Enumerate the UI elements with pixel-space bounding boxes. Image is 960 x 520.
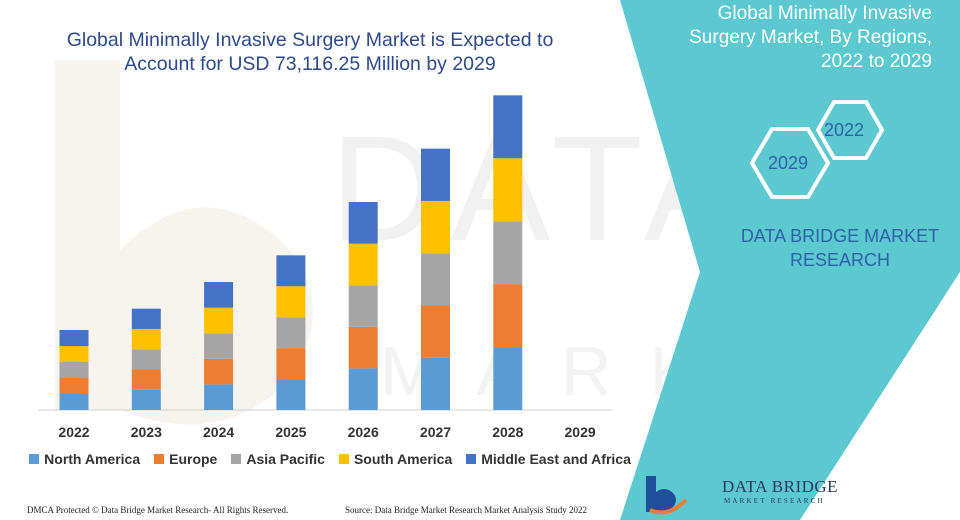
legend-label: Asia Pacific bbox=[246, 451, 325, 467]
hex-2022-label: 2022 bbox=[824, 120, 865, 140]
chart-title: Global Minimally Invasive Surgery Market… bbox=[40, 28, 580, 76]
bar-segment bbox=[131, 349, 161, 370]
bar-segment bbox=[131, 328, 161, 350]
x-tick-label: 2029 bbox=[565, 424, 596, 440]
brand-text-line: RESEARCH bbox=[789, 250, 891, 270]
bar-segment bbox=[276, 379, 306, 410]
x-tick-label: 2027 bbox=[420, 424, 451, 440]
legend-item: Middle East and Africa bbox=[466, 451, 631, 467]
data-bridge-logo-icon bbox=[646, 476, 688, 515]
bar-segment bbox=[204, 333, 234, 359]
bar-segment bbox=[59, 362, 89, 378]
bar-segment bbox=[204, 282, 234, 308]
bar-segment bbox=[276, 317, 306, 349]
bar-segment bbox=[493, 221, 523, 285]
legend-item: Europe bbox=[154, 451, 217, 467]
bar-segment bbox=[421, 200, 450, 254]
legend-item: South America bbox=[338, 451, 453, 467]
legend-swatch bbox=[231, 454, 242, 464]
bar-segment bbox=[204, 307, 234, 334]
bar-segment bbox=[348, 243, 378, 286]
footer-copyright: DMCA Protected © Data Bridge Market Rese… bbox=[27, 505, 289, 515]
panel-title: Global Minimally Invasive Surgery Market… bbox=[672, 2, 932, 74]
brand-text-line: DATA BRIDGE MARKET bbox=[740, 226, 940, 246]
bar-segment bbox=[348, 368, 378, 410]
bar-segment bbox=[421, 357, 450, 410]
bar-segment bbox=[493, 347, 523, 410]
bar-segment bbox=[348, 285, 378, 327]
legend-swatch bbox=[466, 454, 477, 464]
x-tick-label: 2026 bbox=[348, 424, 379, 440]
bar-segment bbox=[59, 394, 89, 410]
chart-title-line: Global Minimally Invasive Surgery Market… bbox=[66, 29, 554, 51]
legend-label: North America bbox=[44, 451, 141, 467]
legend-label: South America bbox=[353, 451, 453, 467]
bar-segment bbox=[348, 202, 378, 244]
legend-label: Europe bbox=[169, 451, 218, 467]
bar-segment bbox=[276, 255, 306, 287]
chart-legend: North America Europe Asia Pacific South Ame… bbox=[29, 451, 631, 467]
legend-swatch bbox=[338, 454, 349, 464]
panel-title-line: Global Minimally Invasive bbox=[717, 3, 932, 24]
bar-segment bbox=[493, 158, 523, 222]
x-tick-label: 2024 bbox=[203, 424, 234, 440]
x-tick-label: 2028 bbox=[492, 424, 523, 440]
panel-title-line: 2022 to 2029 bbox=[821, 51, 932, 72]
bar-segment bbox=[348, 326, 378, 369]
bar-segment bbox=[421, 253, 450, 306]
panel-title-line: Surgery Market, By Regions, bbox=[689, 27, 932, 48]
bar-segment bbox=[131, 308, 161, 329]
legend-item: North America bbox=[29, 451, 140, 467]
legend-label: Middle East and Africa bbox=[481, 451, 631, 467]
bar-segment bbox=[59, 346, 89, 362]
hex-2029-icon bbox=[749, 127, 831, 199]
bar-segment bbox=[276, 286, 306, 318]
bar-segment bbox=[204, 384, 234, 410]
bar-segment bbox=[204, 358, 234, 385]
bar-segment bbox=[131, 389, 161, 410]
legend-swatch bbox=[154, 454, 165, 464]
bar-segment bbox=[276, 348, 306, 380]
brand-text: DATA BRIDGE MARKET RESEARCH bbox=[735, 224, 945, 272]
bar-segment bbox=[59, 330, 89, 346]
x-tick-label: 2023 bbox=[131, 424, 162, 440]
bar-segment bbox=[493, 284, 523, 348]
chart-title-line: Account for USD 73,116.25 Million by 202… bbox=[124, 53, 496, 75]
x-tick-label: 2025 bbox=[275, 424, 306, 440]
footer-source: Source: Data Bridge Market Research Mark… bbox=[345, 505, 587, 515]
x-tick-label: 2022 bbox=[58, 424, 89, 440]
bar-segment bbox=[59, 378, 89, 394]
bar-segment bbox=[421, 305, 450, 358]
bar-segment bbox=[131, 369, 161, 390]
legend-swatch bbox=[29, 454, 40, 464]
legend-item: Asia Pacific bbox=[231, 451, 325, 467]
logo-subtitle: MARKET RESEARCH bbox=[724, 497, 825, 505]
hex-2022-icon bbox=[815, 100, 885, 160]
bar-segment bbox=[493, 95, 523, 159]
logo-name: DATA BRIDGE bbox=[722, 477, 839, 496]
hex-2029-label: 2029 bbox=[768, 153, 809, 173]
bar-segment bbox=[421, 148, 450, 201]
